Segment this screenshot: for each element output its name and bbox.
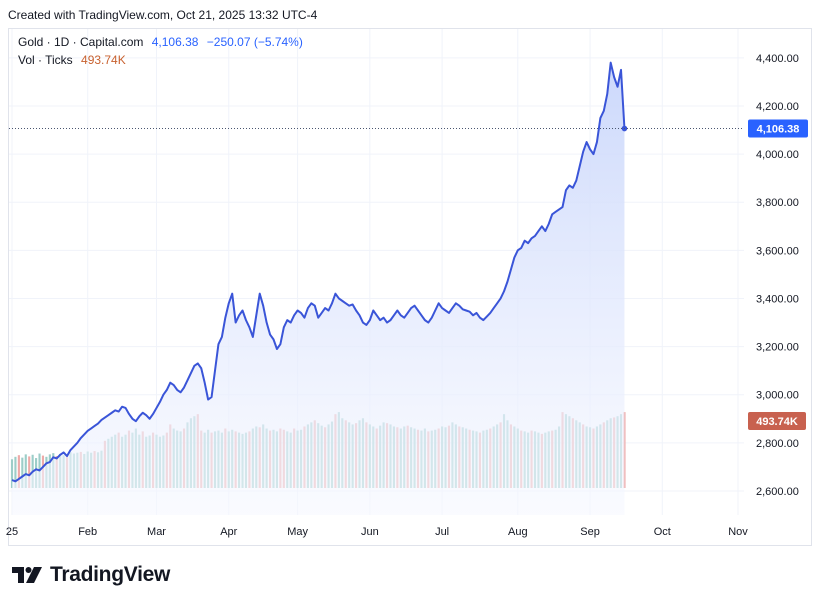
volume-bar — [17, 455, 20, 488]
price-tag — [748, 119, 808, 138]
x-tick-label: Nov — [728, 526, 748, 538]
legend-volume-value: 493.74K — [81, 53, 126, 67]
price-line — [11, 61, 626, 483]
y-tick-label: 2,800.00 — [756, 438, 799, 450]
legend-volume-label: Vol · Ticks — [18, 53, 73, 67]
volume-bar — [14, 456, 17, 488]
y-tick-label: 3,000.00 — [756, 390, 799, 402]
tradingview-logo-icon — [12, 567, 42, 583]
y-tick-label: 3,800.00 — [756, 197, 799, 209]
price-area-fill — [12, 62, 625, 515]
x-axis[interactable]: 25 Feb Mar Apr May Jun Jul Aug Sep Oct Nov — [6, 526, 748, 538]
x-tick-label: 25 — [6, 526, 18, 538]
price-tag-label: 4,106.38 — [757, 124, 800, 136]
legend-change: −250.07 (−5.74%) — [206, 35, 303, 49]
volume-bar — [24, 454, 27, 488]
volume-tag — [748, 412, 806, 430]
x-tick-label: Oct — [654, 526, 671, 538]
x-tick-label: Mar — [147, 526, 166, 538]
y-tick-label: 3,200.00 — [756, 342, 799, 354]
y-axis[interactable]: 2,600.00 2,800.00 3,000.00 3,200.00 3,400.00… — [756, 53, 799, 498]
y-tick-label: 3,400.00 — [756, 293, 799, 305]
y-tick-label: 2,600.00 — [756, 486, 799, 498]
legend-volume-row[interactable]: Vol · Ticks 493.74K — [18, 53, 126, 67]
x-tick-label: Jun — [361, 526, 379, 538]
volume-bar — [21, 457, 24, 488]
axis-tags: 4,106.38 493.74K — [748, 119, 808, 430]
volume-tag-label: 493.74K — [756, 416, 798, 428]
x-tick-label: Jul — [435, 526, 449, 538]
tradingview-logo[interactable]: TradingView — [12, 563, 170, 587]
x-tick-label: Apr — [220, 526, 237, 538]
legend-symbol: Gold · 1D · Capital.com — [18, 35, 144, 49]
created-caption: Created with TradingView.com, Oct 21, 20… — [8, 8, 318, 22]
y-tick-label: 3,600.00 — [756, 245, 799, 257]
price-area — [12, 62, 625, 515]
volume-bar — [623, 412, 626, 488]
legend-price: 4,106.38 — [151, 35, 199, 49]
x-tick-label: Aug — [508, 526, 528, 538]
x-tick-label: Sep — [580, 526, 600, 538]
y-tick-label: 4,000.00 — [756, 149, 799, 161]
x-tick-label: Feb — [78, 526, 97, 538]
x-tick-label: May — [287, 526, 308, 538]
volume-bar — [10, 459, 14, 488]
y-tick-label: 4,400.00 — [756, 53, 799, 65]
volume-bar — [28, 456, 31, 488]
y-tick-label: 4,200.00 — [756, 101, 799, 113]
tradingview-logo-text: TradingView — [50, 563, 171, 586]
legend-price-row[interactable]: Gold · 1D · Capital.com 4,106.38 −250.07… — [18, 35, 303, 49]
chart-frame — [8, 28, 812, 546]
